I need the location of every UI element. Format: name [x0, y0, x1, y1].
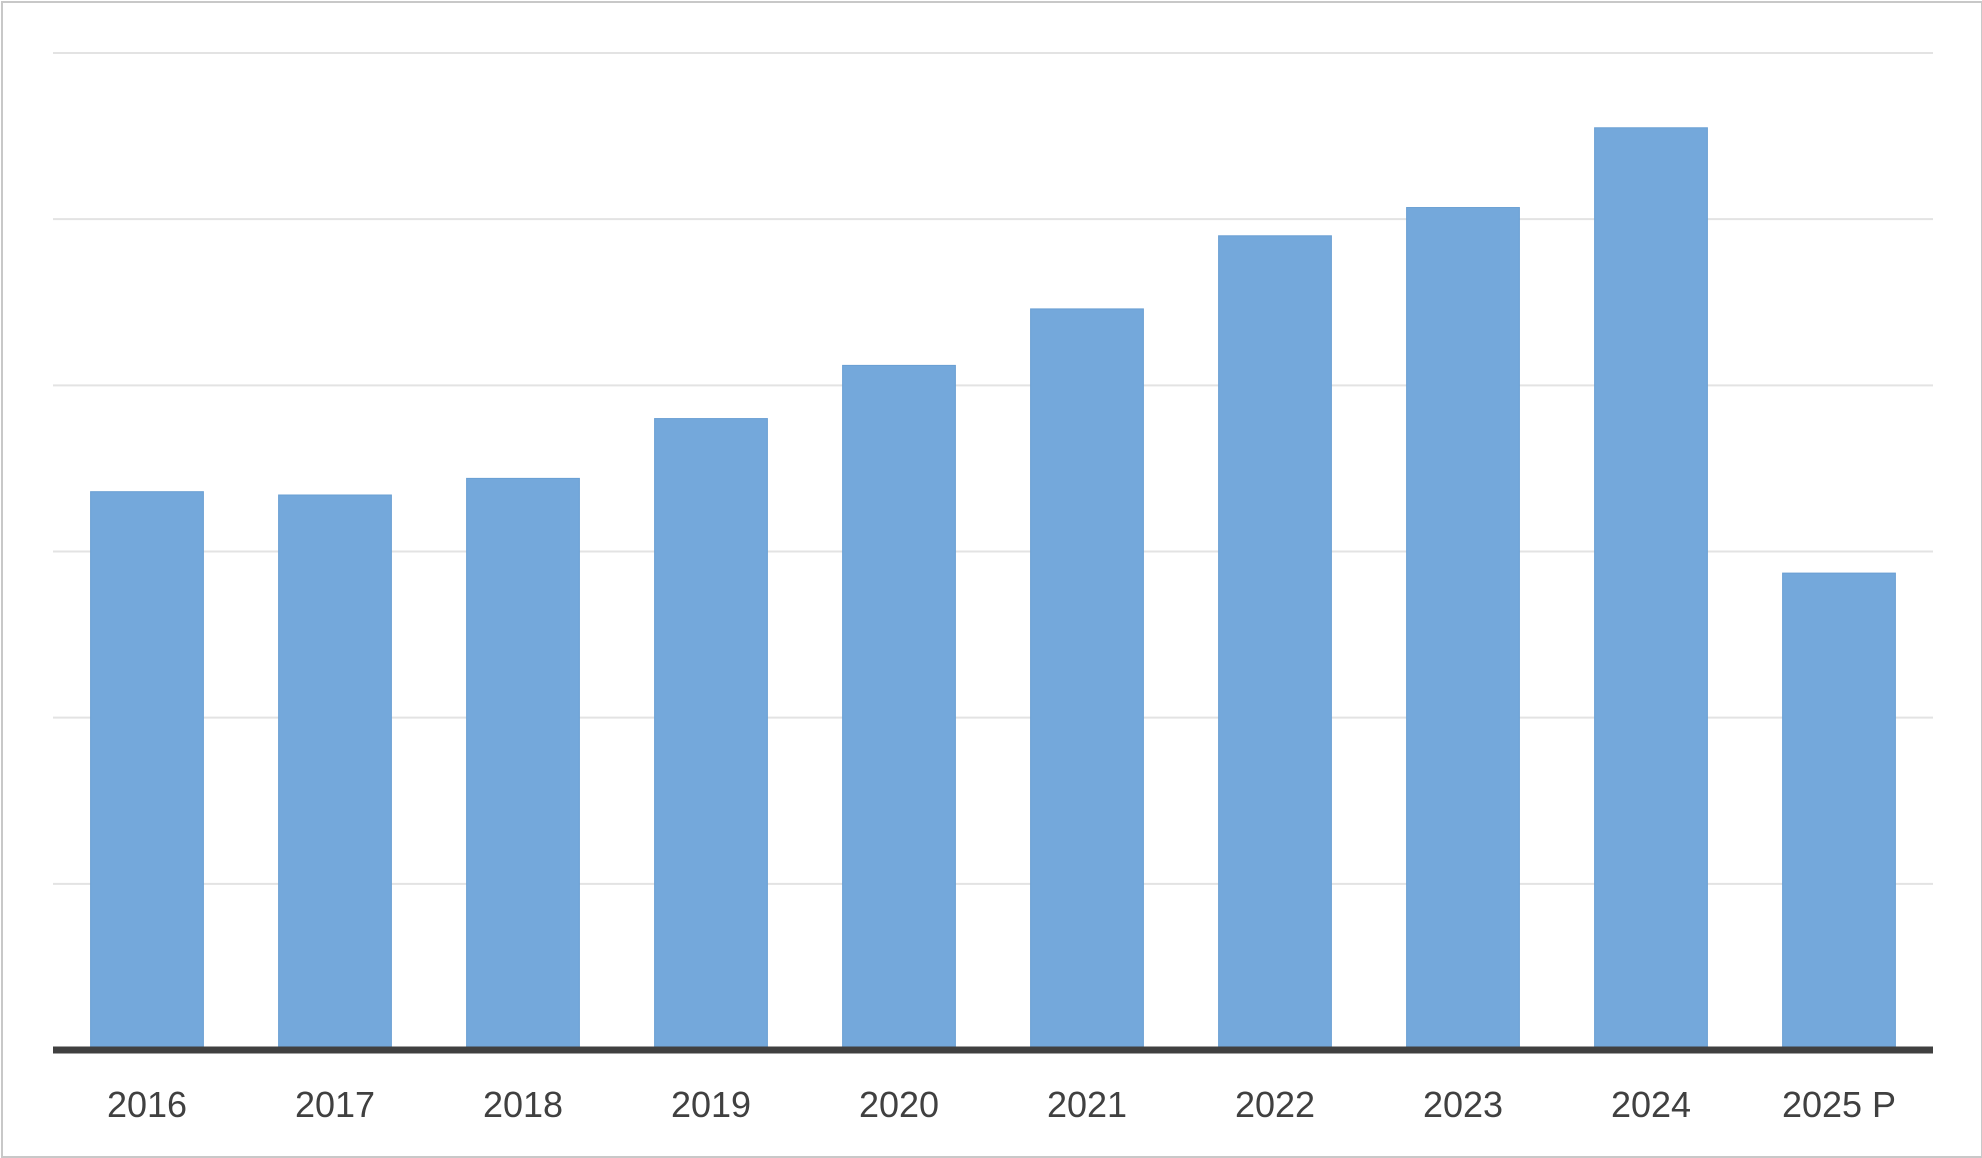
x-tick-label-2024: 2024: [1611, 1084, 1691, 1125]
bar-2018: [466, 477, 580, 1051]
bar-2025-p: [1782, 572, 1896, 1051]
bar-2021: [1030, 308, 1144, 1051]
bar-2019: [654, 418, 768, 1051]
x-tick-label-2023: 2023: [1423, 1084, 1503, 1125]
bar-2024: [1594, 127, 1708, 1051]
bar-2016: [90, 491, 204, 1051]
bar-2017: [278, 494, 392, 1051]
x-tick-label-2021: 2021: [1047, 1084, 1127, 1125]
x-tick-label-2016: 2016: [107, 1084, 187, 1125]
x-tick-label-2022: 2022: [1235, 1084, 1315, 1125]
bar-chart: 2016 2017 2018 2019 2020 2021 2022 2023 2024 2025…: [53, 52, 1933, 1125]
x-tick-label-2025-p: 2025 P: [1782, 1084, 1896, 1125]
x-tick-label-2017: 2017: [295, 1084, 375, 1125]
bars: [90, 127, 1896, 1051]
x-tick-labels: 2016 2017 2018 2019 2020 2021 2022 2023 2024 2025…: [107, 1084, 1896, 1125]
bar-2023: [1406, 207, 1520, 1051]
x-tick-label-2020: 2020: [859, 1084, 939, 1125]
bar-2022: [1218, 235, 1332, 1051]
x-tick-label-2019: 2019: [671, 1084, 751, 1125]
bar-2020: [842, 364, 956, 1051]
x-tick-label-2018: 2018: [483, 1084, 563, 1125]
